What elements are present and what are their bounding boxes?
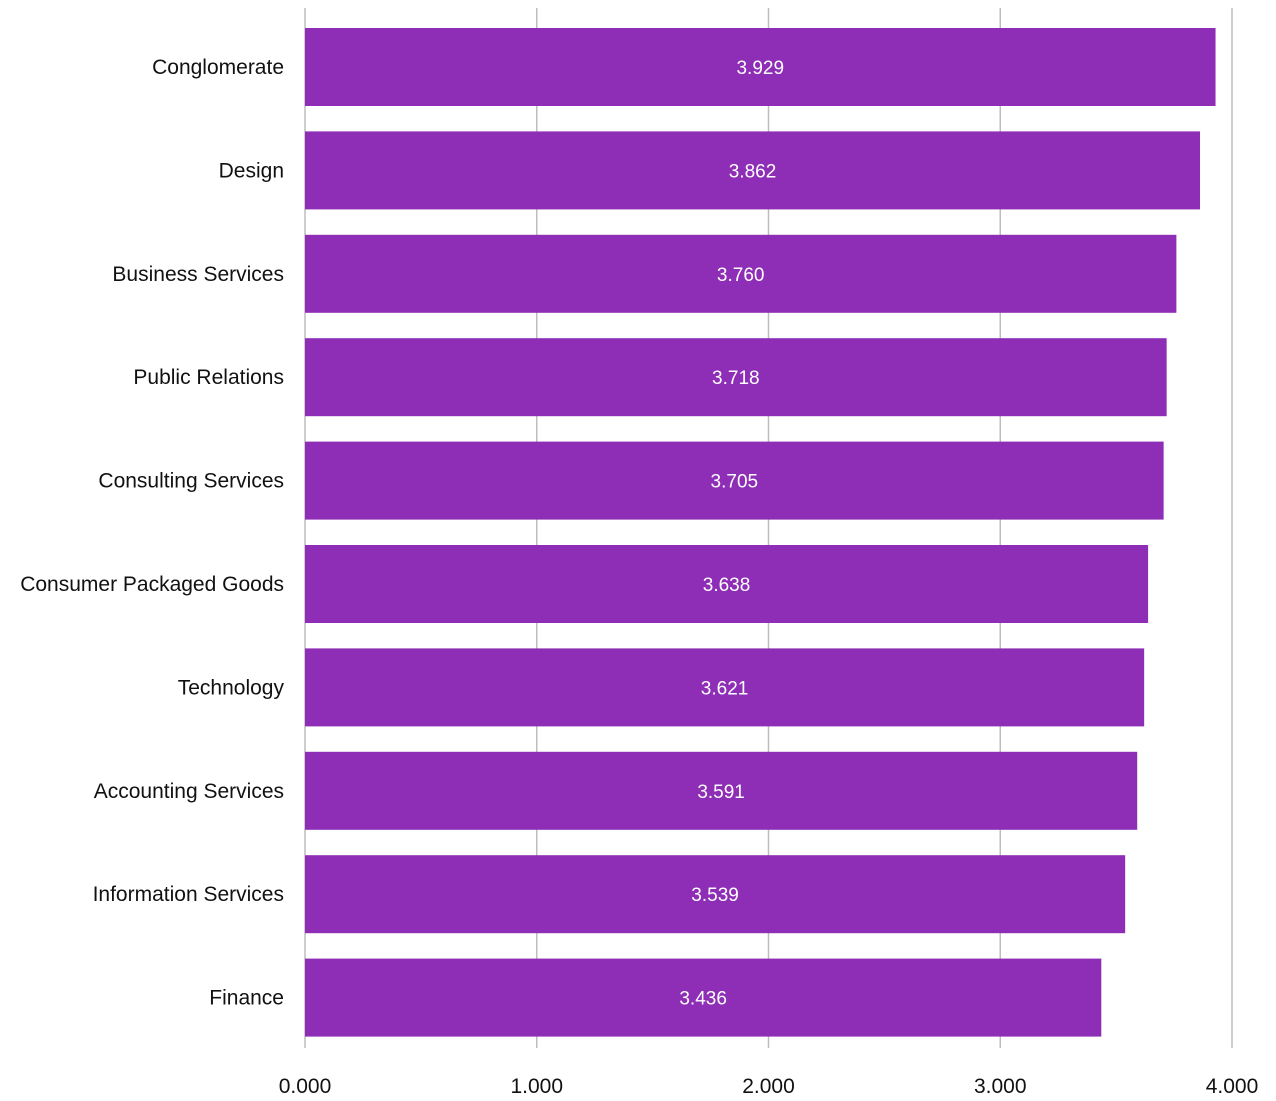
- category-label: Information Services: [93, 883, 284, 906]
- value-labels: 3.929 3.862 3.760 3.718 3.705 3.638 3.621 3.591…: [679, 58, 784, 1010]
- category-label: Public Relations: [133, 366, 284, 389]
- x-tick-label: 3.000: [974, 1075, 1027, 1098]
- category-label: Design: [219, 159, 284, 182]
- value-label: 3.621: [701, 678, 749, 699]
- category-label: Finance: [209, 987, 284, 1010]
- value-label: 3.539: [691, 885, 739, 906]
- value-label: 3.705: [711, 472, 759, 493]
- value-label: 3.591: [697, 782, 745, 803]
- x-tick-label: 1.000: [510, 1075, 563, 1098]
- category-label: Technology: [178, 676, 285, 699]
- value-label: 3.862: [729, 161, 777, 182]
- bar-conglomerate: [305, 28, 1216, 106]
- bar-consumer-packaged-goods: [305, 545, 1149, 623]
- bar-consulting-services: [305, 441, 1164, 520]
- value-label: 3.638: [703, 575, 751, 596]
- value-label: 3.929: [736, 58, 784, 79]
- bar-information-services: [305, 855, 1126, 934]
- bar-public-relations: [305, 338, 1167, 417]
- category-labels: Conglomerate Design Business Services Publi…: [20, 56, 284, 1010]
- category-label: Consulting Services: [98, 470, 284, 493]
- x-axis-ticks: 0.000 1.000 2.000 3.000 4.000: [279, 1075, 1259, 1098]
- category-label: Conglomerate: [152, 56, 284, 79]
- x-tick-label: 0.000: [279, 1075, 332, 1098]
- x-tick-label: 2.000: [742, 1075, 795, 1098]
- bar-business-services: [305, 234, 1177, 313]
- bar-accounting-services: [305, 751, 1138, 830]
- bar-technology: [305, 648, 1145, 727]
- value-label: 3.760: [717, 265, 765, 286]
- value-label: 3.718: [712, 368, 760, 389]
- category-label: Business Services: [112, 263, 284, 286]
- bars: [305, 28, 1216, 1037]
- bar-finance: [305, 958, 1102, 1037]
- category-label: Accounting Services: [94, 780, 284, 803]
- bar-design: [305, 131, 1201, 210]
- category-label: Consumer Packaged Goods: [20, 573, 284, 596]
- x-tick-label: 4.000: [1206, 1075, 1259, 1098]
- value-label: 3.436: [679, 989, 727, 1010]
